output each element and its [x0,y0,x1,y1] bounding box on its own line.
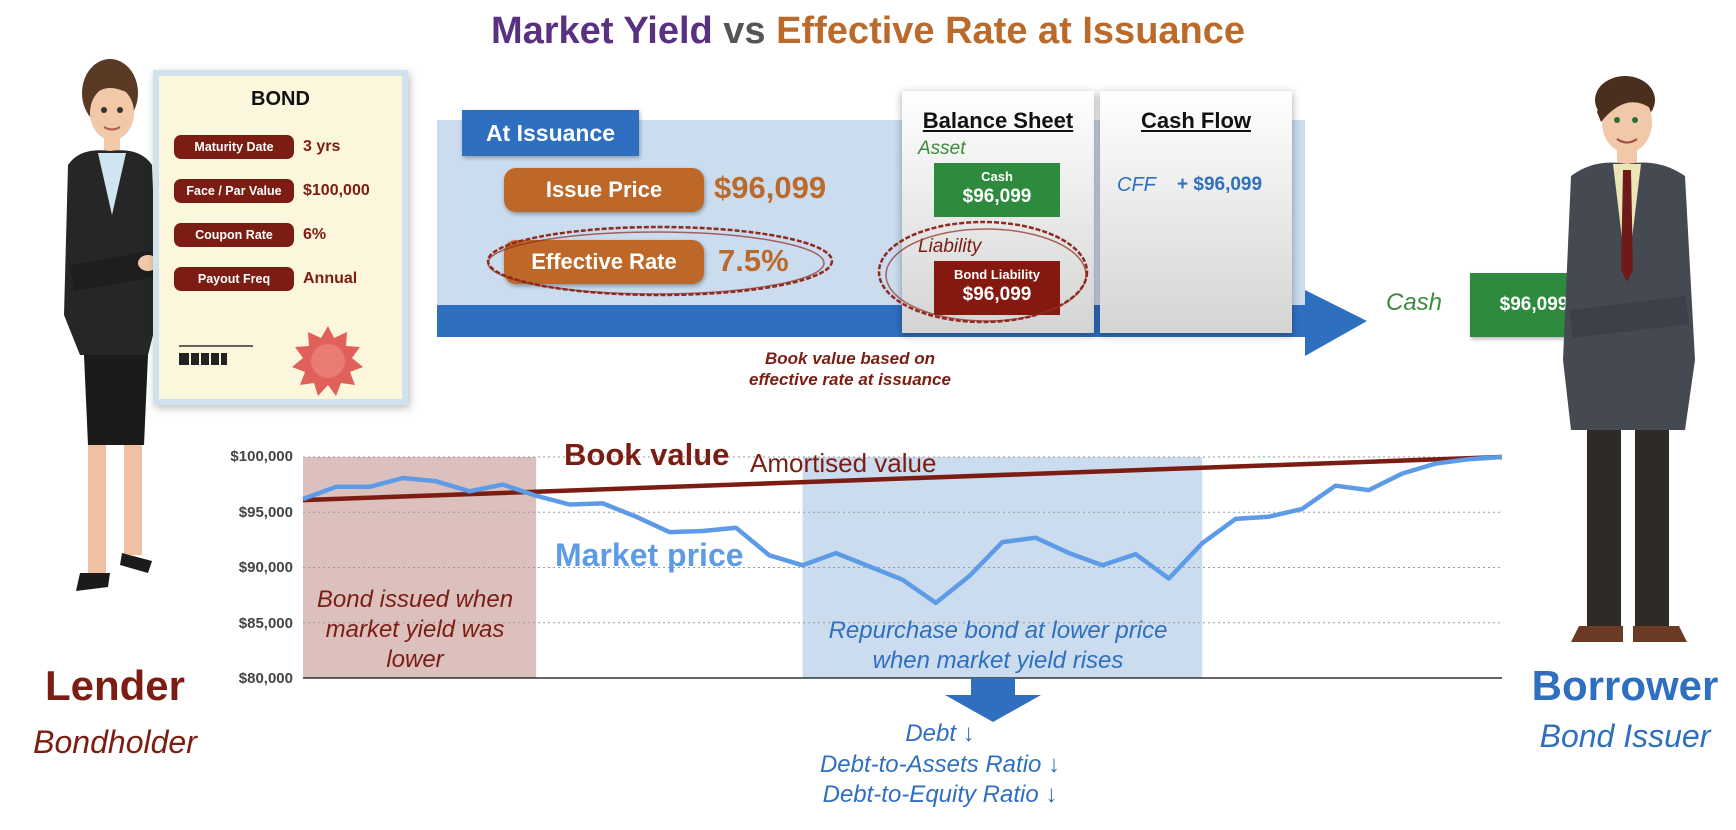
bond-issued-note: Bond issued when market yield was lower [316,586,514,673]
cash-flow-title: Cash Flow [1140,108,1251,133]
bond-label-face-value: Face / Par Value [174,179,294,203]
bond-value-face-value: $100,000 [303,182,370,199]
cash-asset-value: $96,099 [962,186,1032,207]
bond-certificate: BOND Maturity Date 3 yrs Face / Par Valu… [153,70,408,405]
cash-asset-box: Cash $96,099 [934,163,1060,217]
bond-label-coupon: Coupon Rate [174,223,294,247]
lender-name: Lender [44,662,186,709]
bond-title: BOND [251,88,310,110]
y-tick-label: $90,000 [238,559,293,576]
cash-asset-label: Cash [981,169,1013,184]
balance-sheet-title: Balance Sheet [922,108,1074,133]
repurchase-note: Repurchase bond at lower price when mark… [828,617,1168,674]
amortised-value-label: Amortised value [750,448,937,478]
book-value-series-label: Book value [564,437,730,472]
effect-debt: Debt ↓ [905,720,975,747]
bond-value-payout: Annual [303,270,358,287]
down-arrow-icon [945,678,1041,722]
book-value-note: Book value based on effective rate at is… [749,349,951,389]
bond-signature-area [179,326,363,396]
book-value-line [302,454,1503,503]
market-price-line [302,454,1503,606]
y-tick-label: $100,000 [230,448,293,465]
effect-debt-to-assets: Debt-to-Assets Ratio ↓ [819,751,1061,778]
issue-price-value: $96,099 [714,170,827,205]
effect-debt-to-equity: Debt-to-Equity Ratio ↓ [822,781,1058,808]
y-tick-label: $95,000 [238,504,293,521]
cash-flow-panel: Cash Flow [1100,91,1292,333]
lender-illustration [64,59,158,591]
issue-price-pill: Issue Price [504,168,704,212]
borrower-role: Bond Issuer [1539,718,1711,754]
bond-label-maturity: Maturity Date [174,135,294,159]
title-effective-rate: Effective Rate at Issuance [776,10,1246,52]
y-tick-label: $80,000 [238,670,293,687]
bond-label-payout: Payout Freq [174,267,294,291]
title-vs: vs [723,10,766,52]
lender-role: Bondholder [33,724,197,760]
title-market-yield: Market Yield [490,10,713,52]
cff-value: + $96,099 [1177,174,1263,195]
cff-label: CFF [1117,174,1156,196]
bond-value-coupon: 6% [303,226,327,243]
borrower-illustration [1563,76,1695,642]
bond-value-maturity: 3 yrs [303,138,341,155]
asset-label: Asset [918,138,966,159]
borrower-name: Borrower [1531,662,1719,709]
page-title: Market Yield vs Effective Rate at Issuan… [0,10,1736,53]
at-issuance-header: At Issuance [462,110,639,156]
y-tick-label: $85,000 [238,615,293,632]
cash-transfer-label: Cash [1386,289,1443,316]
market-price-series-label: Market price [555,537,744,573]
